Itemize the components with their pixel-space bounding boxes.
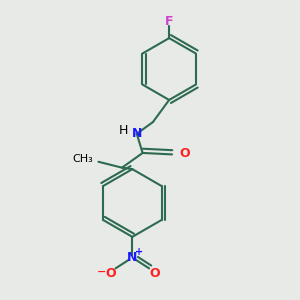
Text: CH₃: CH₃ — [72, 154, 93, 164]
Text: O: O — [179, 147, 190, 160]
Text: F: F — [165, 15, 173, 28]
Text: −: − — [97, 267, 107, 277]
Text: O: O — [149, 267, 160, 280]
Text: H: H — [119, 124, 128, 137]
Text: N: N — [132, 127, 142, 140]
Text: O: O — [105, 267, 116, 280]
Text: N: N — [127, 251, 137, 264]
Text: +: + — [135, 247, 143, 257]
